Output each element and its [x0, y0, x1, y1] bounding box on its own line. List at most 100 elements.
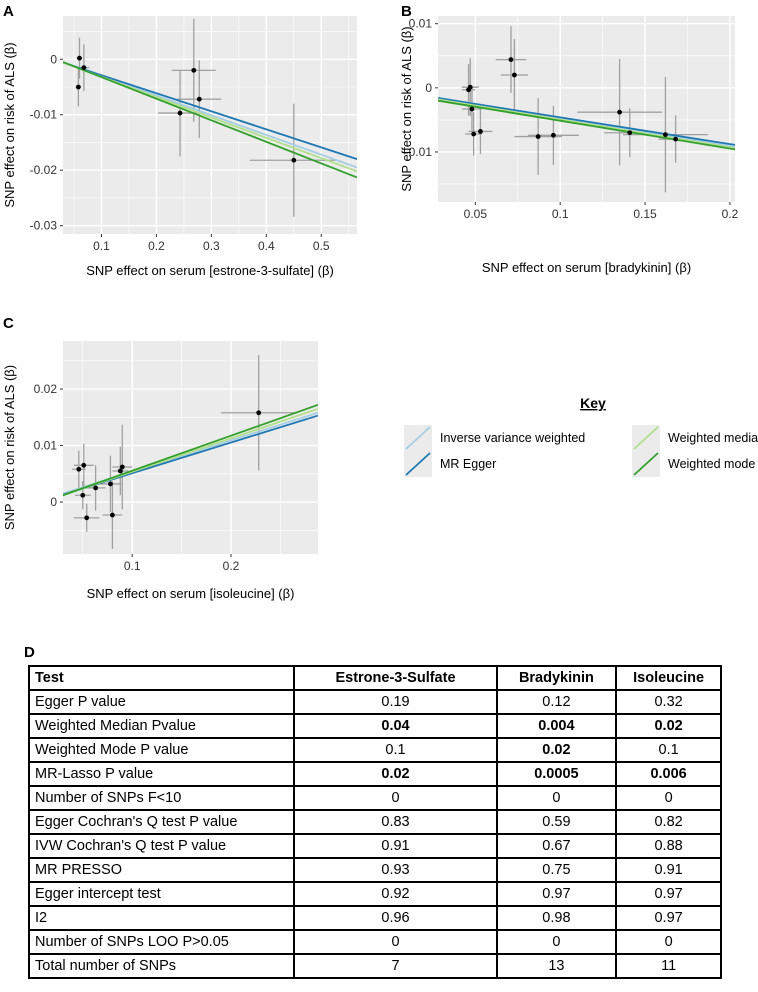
x-tick-label: 0.1	[93, 239, 110, 253]
plot-background	[63, 341, 318, 554]
data-point	[177, 110, 183, 116]
data-point	[80, 492, 86, 498]
x-tick-label: 0.2	[223, 559, 240, 573]
row-value: 0.67	[495, 833, 618, 859]
data-point	[84, 515, 90, 521]
y-tick-label: -0.01	[30, 108, 58, 122]
header-estrone: Estrone-3-Sulfate	[293, 665, 498, 691]
x-tick-label: 0.5	[313, 239, 330, 253]
table-row: Number of SNPs LOO P>0.05 0 0 0	[27, 929, 722, 955]
y-tick-label: -0.01	[405, 145, 433, 159]
results-table: Test Estrone-3-Sulfate Bradykinin Isoleu…	[27, 665, 722, 979]
panel-label-a: A	[3, 3, 14, 20]
table-row: Weighted Mode P value 0.1 0.02 0.1	[27, 737, 722, 763]
row-label: Egger Cochran's Q test P value	[27, 809, 296, 835]
row-value: 0.97	[615, 905, 722, 931]
plot-background	[63, 16, 357, 234]
y-tick-label: 0	[50, 52, 57, 66]
data-point	[617, 109, 622, 115]
data-point	[467, 84, 473, 90]
regression-line-mode	[438, 99, 735, 151]
row-value: 0	[293, 785, 498, 811]
data-layer	[63, 355, 318, 549]
row-label: Number of SNPs F<10	[27, 785, 296, 811]
row-value: 0.0005	[495, 761, 618, 787]
row-value: 0.92	[293, 881, 498, 907]
row-label: Number of SNPs LOO P>0.05	[27, 929, 296, 955]
row-value: 0	[293, 929, 498, 955]
row-value: 13	[495, 953, 618, 979]
y-tick-label: 0	[425, 81, 432, 95]
row-value: 0.02	[495, 737, 618, 763]
row-value: 0.91	[293, 833, 498, 859]
regression-line-median	[438, 98, 735, 150]
row-value: 0.1	[293, 737, 498, 763]
data-point	[511, 72, 517, 78]
x-tick-label: 0.15	[633, 207, 657, 221]
data-point	[117, 468, 123, 474]
chart-panel-c: 0.1 0.2 0.02 0.01 0 C SNP effect on serum [iso…	[2, 315, 318, 601]
data-point	[108, 481, 113, 487]
regression-line-egger	[438, 97, 735, 146]
legend-label-ivw: Inverse variance weighted	[440, 431, 585, 445]
row-value: 0.12	[495, 689, 618, 715]
row-value: 0	[615, 929, 722, 955]
chart-panel-a: 0.1 0.2 0.3 0.4 0.5 0 -0.01 -0.02 -0.03 A SNP effe…	[2, 3, 357, 278]
table-row: Egger P value 0.19 0.12 0.32	[27, 689, 722, 715]
table-row: MR-Lasso P value 0.02 0.0005 0.006	[27, 761, 722, 787]
table-row: Number of SNPs F<10 0 0 0	[27, 785, 722, 811]
data-point	[551, 132, 556, 138]
row-value: 0.75	[495, 857, 618, 883]
row-label: Weighted Mode P value	[27, 737, 296, 763]
table-row: I2 0.96 0.98 0.97	[27, 905, 722, 931]
y-tick-label: 0	[50, 495, 57, 509]
row-value: 0.97	[495, 881, 618, 907]
y-tick-label: -0.02	[30, 163, 58, 177]
row-value: 0.19	[293, 689, 498, 715]
data-layer	[438, 26, 735, 193]
row-value: 0.83	[293, 809, 498, 835]
table-row: Egger intercept test 0.92 0.97 0.97	[27, 881, 722, 907]
legend-swatch-median	[633, 426, 659, 450]
legend-label-egger: MR Egger	[440, 457, 496, 471]
row-label: IVW Cochran's Q test P value	[27, 833, 296, 859]
y-axis-label: SNP effect on risk of ALS (β)	[2, 42, 17, 207]
legend-title: Key	[580, 395, 606, 411]
row-value: 0.96	[293, 905, 498, 931]
row-value: 0.02	[293, 761, 498, 787]
row-value: 0.02	[615, 713, 722, 739]
legend-swatch-egger	[405, 452, 431, 476]
header-bradykinin: Bradykinin	[495, 665, 618, 691]
panel-label-d: D	[24, 644, 35, 661]
row-value: 0.88	[615, 833, 722, 859]
legend-swatch-mode	[633, 452, 659, 476]
row-label: MR PRESSO	[27, 857, 296, 883]
row-label: Total number of SNPs	[27, 953, 296, 979]
data-point	[673, 136, 678, 142]
row-value: 0.97	[615, 881, 722, 907]
x-tick-label: 0.1	[552, 207, 569, 221]
panel-label-c: C	[3, 315, 14, 332]
table-row: Weighted Median Pvalue 0.04 0.004 0.02	[27, 713, 722, 739]
header-test: Test	[27, 665, 296, 691]
regression-line-egger	[63, 61, 357, 160]
row-value: 0	[495, 785, 618, 811]
figure-canvas: 0.1 0.2 0.3 0.4 0.5 0 -0.01 -0.02 -0.03 A SNP effe…	[2, 3, 758, 601]
data-point	[663, 132, 668, 138]
data-point	[478, 129, 483, 134]
data-point	[256, 410, 262, 416]
row-value: 11	[615, 953, 722, 979]
row-label: Egger P value	[27, 689, 296, 715]
data-point	[76, 466, 82, 472]
data-point	[291, 157, 297, 163]
row-label: I2	[27, 905, 296, 931]
row-value: 0.004	[495, 713, 618, 739]
regression-line-mode	[63, 403, 318, 497]
y-axis-label: SNP effect on risk of ALS (β)	[2, 365, 17, 530]
x-axis-label: SNP effect on serum [estrone-3-sulfate] …	[86, 263, 334, 278]
row-value: 0.91	[615, 857, 722, 883]
row-label: Egger intercept test	[27, 881, 296, 907]
x-axis-label: SNP effect on serum [bradykinin] (β)	[482, 260, 691, 275]
legend: Key Inverse variance weighted MR Egger Weig…	[404, 395, 758, 477]
data-point	[469, 106, 475, 112]
